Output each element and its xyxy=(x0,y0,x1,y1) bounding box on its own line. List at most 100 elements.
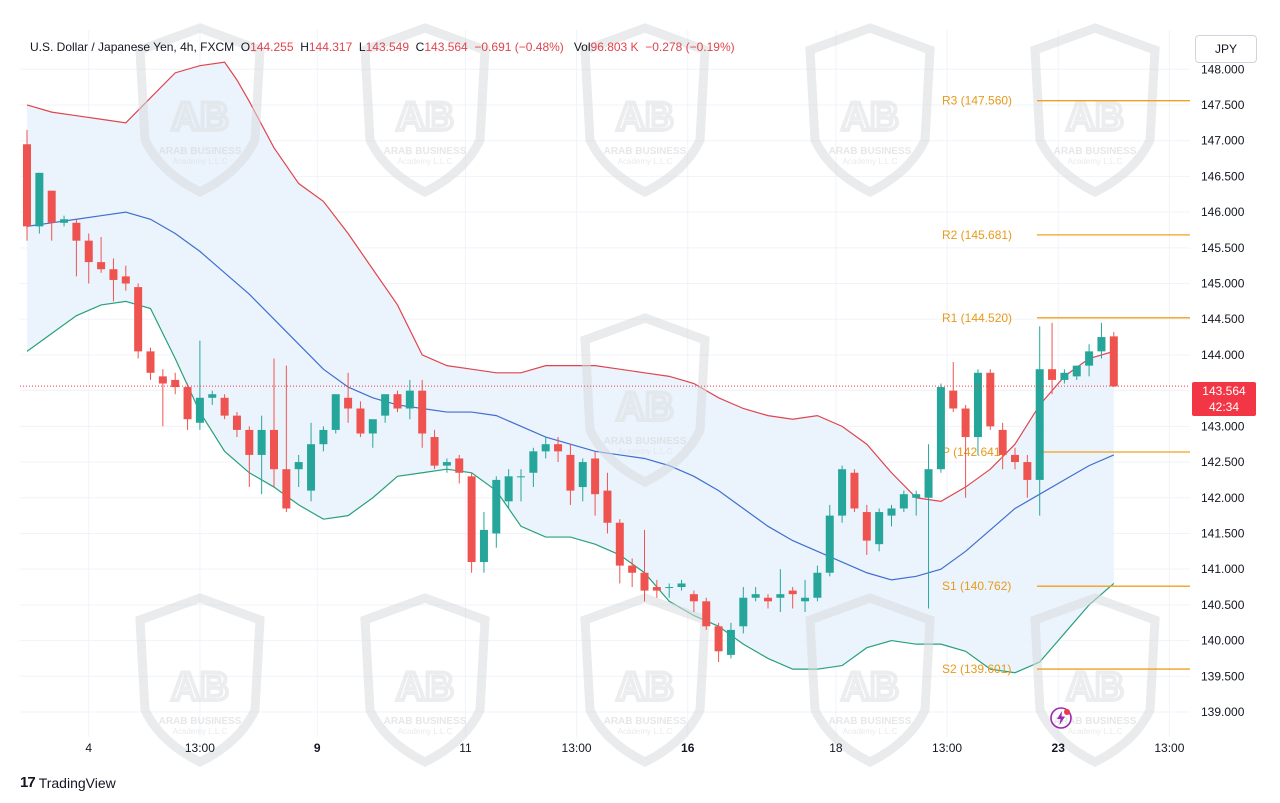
candle-body xyxy=(850,472,859,509)
candle-down xyxy=(949,362,958,413)
candle-up xyxy=(578,458,587,502)
candle-down xyxy=(121,265,130,291)
candle-up xyxy=(924,444,933,609)
candle-down xyxy=(23,129,31,241)
candle-up xyxy=(1072,365,1081,380)
price-axis[interactable]: 148.000 147.500 147.000 146.500 146.000 145.5… xyxy=(1201,62,1245,719)
time-tick-label: 18 xyxy=(829,741,843,755)
candle-body xyxy=(23,144,31,227)
candle-body xyxy=(961,408,970,438)
watermark-text: ARAB BUSINESS xyxy=(829,716,912,727)
candle-down xyxy=(714,622,723,663)
candle-up xyxy=(208,390,217,405)
candle-down xyxy=(134,283,143,359)
candle-body xyxy=(72,222,81,241)
pivot-lines: R3 (147.560) R2 (145.681) R1 (144.520) P (1… xyxy=(942,94,1190,676)
candle-body xyxy=(257,429,266,455)
watermark-subtext: Academy L.L.C xyxy=(618,727,673,736)
candle-body xyxy=(628,565,637,573)
candle-down xyxy=(418,379,427,448)
candle-up xyxy=(801,579,810,613)
candle-up xyxy=(529,447,538,488)
candle-body xyxy=(862,512,871,541)
price-tick-label: 141.500 xyxy=(1201,526,1245,540)
candle-up xyxy=(319,426,328,452)
candle-body xyxy=(1097,337,1106,352)
bar-countdown: 42:34 xyxy=(1208,400,1240,414)
candle-body xyxy=(183,387,192,420)
pivot-label: S1 (140.762) xyxy=(942,579,1011,593)
candle-body xyxy=(467,476,476,563)
candle-body xyxy=(146,351,155,373)
candle-body xyxy=(998,429,1007,455)
price-tick-label: 146.000 xyxy=(1201,205,1245,219)
candle-body xyxy=(1060,372,1069,380)
candle-body xyxy=(393,394,402,409)
watermark-monogram: AB xyxy=(841,95,899,139)
price-tick-label: 140.500 xyxy=(1201,598,1245,612)
candle-body xyxy=(1023,462,1032,480)
candle-down xyxy=(1023,454,1032,498)
candle-up xyxy=(517,469,525,502)
candle-body xyxy=(665,587,674,589)
candle-body xyxy=(652,587,661,591)
price-tick-label: 147.500 xyxy=(1201,98,1245,112)
candle-body xyxy=(677,583,686,588)
candle-body xyxy=(121,276,130,284)
candle-body xyxy=(801,597,810,602)
shield-outline xyxy=(580,313,710,488)
candle-body xyxy=(232,415,241,430)
symbol-title[interactable]: U.S. Dollar / Japanese Yen, 4h, FXCM xyxy=(30,40,235,54)
watermark-subtext: Academy L.L.C xyxy=(618,157,673,166)
candle-down xyxy=(702,597,711,630)
price-tick-label: 145.500 xyxy=(1201,241,1245,255)
candle-body xyxy=(504,476,513,502)
candle-up xyxy=(665,583,674,598)
candle-body xyxy=(405,390,414,409)
watermark-text: ARAB BUSINESS xyxy=(1054,146,1137,157)
lightning-icon[interactable] xyxy=(1049,706,1073,730)
candle-body xyxy=(1048,369,1057,380)
shield-outline xyxy=(1030,593,1160,768)
candle-up xyxy=(677,579,686,591)
candle-body xyxy=(1011,454,1019,463)
brand[interactable]: 17 TradingView xyxy=(20,774,116,791)
vol-value: 96.803 K xyxy=(590,40,639,54)
candle-up xyxy=(838,465,847,523)
low-label: L xyxy=(358,40,366,54)
candle-up xyxy=(442,458,451,473)
pivot-label: R1 (144.520) xyxy=(942,311,1012,325)
candle-body xyxy=(220,397,229,416)
time-axis[interactable]: 4 13:00 9 11 13:00 16 18 13:00 23 13:00 xyxy=(85,741,1184,755)
candle-body xyxy=(1109,336,1118,387)
candle-down xyxy=(232,412,241,438)
last-price-tag: 143.564 42:34 xyxy=(1192,382,1256,416)
price-tick-label: 144.000 xyxy=(1201,348,1245,362)
candle-down xyxy=(1109,332,1118,388)
candle-body xyxy=(368,419,377,434)
candle-down xyxy=(788,587,797,609)
candle-body xyxy=(492,479,501,534)
watermark-monogram: AB xyxy=(1066,665,1124,709)
watermark-subtext: Academy L.L.C xyxy=(618,447,673,456)
watermark-text: ARAB BUSINESS xyxy=(159,146,242,157)
candle-body xyxy=(282,469,291,509)
candle-body xyxy=(887,508,896,516)
price-tick-label: 139.500 xyxy=(1201,669,1245,683)
candle-body xyxy=(566,454,575,491)
watermark-subtext: Academy L.L.C xyxy=(843,157,898,166)
watermark-text: ARAB BUSINESS xyxy=(384,146,467,157)
candle-body xyxy=(1035,369,1044,480)
candle-body xyxy=(529,451,538,473)
candle-down xyxy=(430,429,439,470)
candle-up xyxy=(813,565,822,602)
watermark-monogram: AB xyxy=(616,385,674,429)
candle-down xyxy=(467,472,476,573)
watermark-monogram: AB xyxy=(171,95,229,139)
currency-button[interactable]: JPY xyxy=(1195,35,1257,63)
candle-up xyxy=(726,622,735,659)
